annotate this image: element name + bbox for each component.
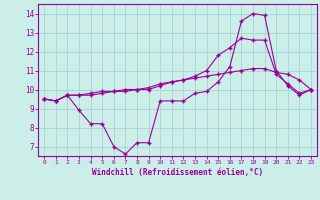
X-axis label: Windchill (Refroidissement éolien,°C): Windchill (Refroidissement éolien,°C)	[92, 168, 263, 177]
